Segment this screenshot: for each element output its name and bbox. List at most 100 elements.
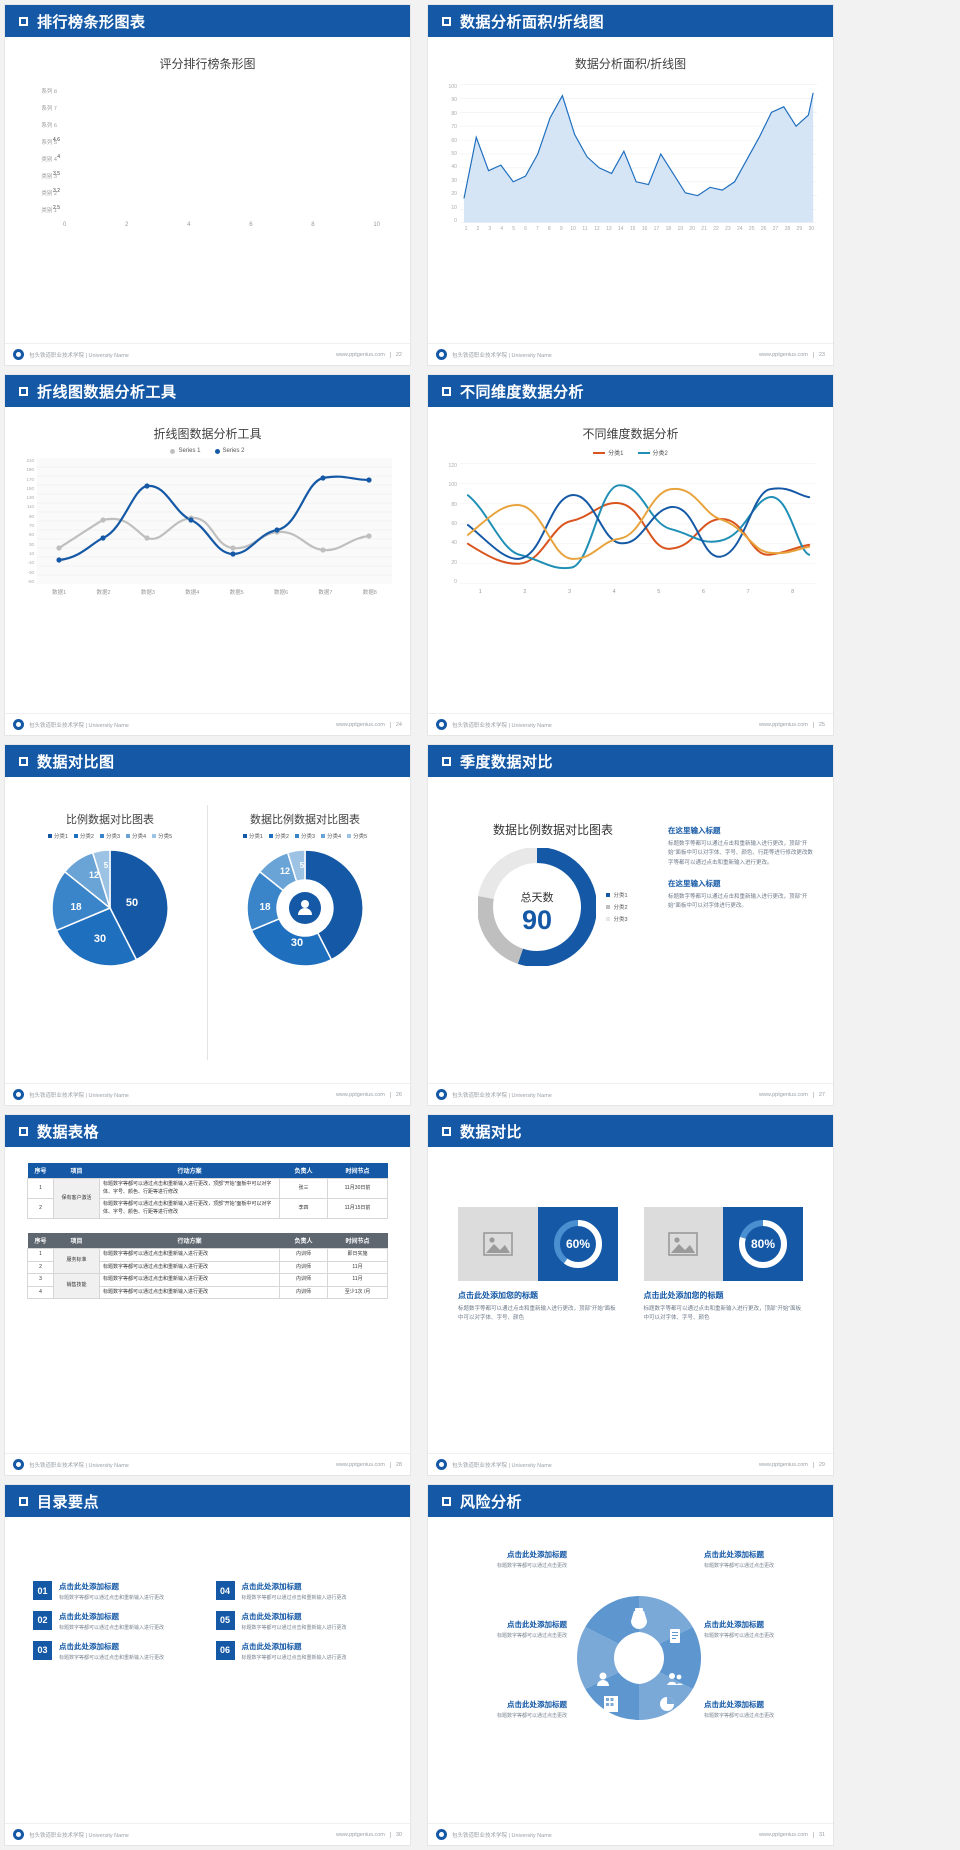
x-tick: 13 <box>606 226 612 232</box>
legend-item[interactable]: 分类1 <box>593 448 624 457</box>
legend-item[interactable]: 分类1 <box>606 891 628 899</box>
legend-item[interactable]: 分类3 <box>99 832 121 840</box>
x-tick: 3 <box>568 589 572 595</box>
slide-title: 数据对比 <box>460 1123 523 1141</box>
footer-url[interactable]: www.pptgenius.com <box>758 1461 808 1468</box>
table-secondary: 序号 项目 行动方案 负责人 时间节点 1 服务标准 标题数字等都可以通过点击和… <box>27 1233 388 1299</box>
slide-bar-ranking[interactable]: 排行榜条形图表 评分排行榜条形图 系列 8 8.9 系列 7 7.5 系列 6 … <box>4 4 411 366</box>
slide-quarterly-comparison[interactable]: 季度数据对比 数据比例数据对比图表 总天数 90 <box>427 744 834 1106</box>
slide-pie-comparison[interactable]: 数据对比图 比例数据对比图表 分类1 分类2 分类3 分类4 分类5 <box>4 744 411 1106</box>
square-bullet-icon <box>19 756 28 766</box>
legend-item[interactable]: 分类3 <box>606 915 628 923</box>
pie-label: 50 <box>126 897 138 909</box>
slide-footer: 包头铁道职业技术学院 | University Name www.pptgeni… <box>428 1083 833 1105</box>
cell-index: 2 <box>27 1198 54 1219</box>
bar-value: 4 <box>57 154 60 160</box>
legend-item[interactable]: 分类2 <box>606 903 628 911</box>
risk-item[interactable]: 点击此处添加标题 标题数字等都可以通过点击更改 <box>442 1699 567 1721</box>
legend-item[interactable]: 分类2 <box>268 832 289 840</box>
slide-multi-dimension[interactable]: 不同维度数据分析 不同维度数据分析 分类1 分类2 120 100 80 60 … <box>427 374 834 736</box>
cell-index: 3 <box>27 1273 54 1287</box>
legend-item[interactable]: 分类1 <box>242 832 263 840</box>
x-tick: 数据6 <box>274 590 289 596</box>
x-tick: 19 <box>677 226 684 232</box>
chart-legend: 分类1 分类2 <box>436 448 825 457</box>
x-tick: 12 <box>594 226 600 232</box>
footer-url[interactable]: www.pptgenius.com <box>335 1831 385 1838</box>
footer-url[interactable]: www.pptgenius.com <box>335 351 385 358</box>
legend-item[interactable]: 分类2 <box>73 832 94 840</box>
bar-row: 类别 1 2.5 <box>19 201 380 218</box>
risk-item[interactable]: 点击此处添加标题 标题数字等都可以通过点击更改 <box>704 1549 829 1571</box>
footer-url[interactable]: www.pptgenius.com <box>758 1831 808 1838</box>
footer-page-number: 22 <box>389 351 402 358</box>
risk-item[interactable]: 点击此处添加标题 标题数字等都可以通过点击更改 <box>704 1699 829 1721</box>
risk-paragraph: 标题数字等都可以通过点击更改 <box>704 1633 775 1639</box>
footer-url[interactable]: www.pptgenius.com <box>335 1461 385 1468</box>
risk-item[interactable]: 点击此处添加标题 标题数字等都可以通过点击更改 <box>704 1619 829 1641</box>
bar-category: 类别 3 <box>41 173 57 180</box>
slide-catalog[interactable]: 目录要点 01 点击此处添加标题 标题数字等都可以通过点击和重新输入进行更改 04… <box>4 1484 411 1846</box>
y-tick: 170 <box>26 476 34 482</box>
legend-label: 分类3 <box>613 917 628 923</box>
legend-label: 分类3 <box>105 834 121 840</box>
university-logo-icon <box>436 1459 447 1470</box>
footer-page-number: 30 <box>389 1831 402 1838</box>
cell-action: 标题数字等都可以通过点击和重新输入进行更改 <box>99 1248 280 1262</box>
slide-title: 数据表格 <box>37 1123 100 1141</box>
footer-url[interactable]: www.pptgenius.com <box>758 721 808 728</box>
legend-item[interactable]: 分类1 <box>47 832 68 840</box>
y-tick: 110 <box>26 504 34 510</box>
risk-item[interactable]: 点击此处添加标题 标题数字等都可以通过点击更改 <box>442 1619 567 1641</box>
chart-title: 数据分析面积/折线图 <box>574 57 687 71</box>
slide-header: 折线图数据分析工具 <box>5 375 410 407</box>
risk-heading: 点击此处添加标题 <box>507 1620 567 1629</box>
footer-org: 包头铁道职业技术学院 | University Name <box>29 1462 129 1469</box>
x-tick: 18 <box>665 226 672 232</box>
slide-risk-analysis[interactable]: 风险分析 <box>427 1484 834 1846</box>
catalog-heading: 点击此处添加标题 <box>241 1611 302 1621</box>
x-tick: 23 <box>725 226 731 232</box>
legend-item[interactable]: Series 1 <box>170 448 201 454</box>
catalog-item[interactable]: 01 点击此处添加标题 标题数字等都可以通过点击和重新输入进行更改 <box>33 1581 200 1603</box>
footer-url[interactable]: www.pptgenius.com <box>335 1091 385 1098</box>
square-bullet-icon <box>442 386 451 396</box>
legend-item[interactable]: 分类3 <box>294 832 315 840</box>
slide-data-table[interactable]: 数据表格 序号 项目 行动方案 负责人 时间节点 1 保有客户激活 标题数字等都… <box>4 1114 411 1476</box>
catalog-paragraph: 标题数字等都可以通过点击和重新输入进行更改 <box>59 1595 165 1601</box>
catalog-item[interactable]: 06 点击此处添加标题 标题数字等都可以通过点击和重新输入进行更改 <box>215 1640 383 1663</box>
slide-line-tool[interactable]: 折线图数据分析工具 折线图数据分析工具 Series 1 Series 2 21… <box>4 374 411 736</box>
catalog-item[interactable]: 03 点击此处添加标题 标题数字等都可以通过点击和重新输入进行更改 <box>33 1640 200 1663</box>
x-tick: 7 <box>746 589 750 595</box>
y-tick: 130 <box>26 495 34 501</box>
donut-label: 12 <box>280 866 290 876</box>
footer-url[interactable]: www.pptgenius.com <box>335 721 385 728</box>
slide-footer: 包头铁道职业技术学院 | University Name www.pptgeni… <box>5 1823 410 1845</box>
catalog-item[interactable]: 05 点击此处添加标题 标题数字等都可以通过点击和重新输入进行更改 <box>215 1610 383 1633</box>
legend-item[interactable]: Series 2 <box>214 448 245 454</box>
catalog-item[interactable]: 02 点击此处添加标题 标题数字等都可以通过点击和重新输入进行更改 <box>33 1610 200 1633</box>
x-tick: 2 <box>523 589 527 595</box>
legend-item[interactable]: 分类5 <box>347 832 367 840</box>
slide-percentage-comparison[interactable]: 数据对比 <box>427 1114 834 1476</box>
y-tick: 70 <box>28 523 34 529</box>
legend-item[interactable]: 分类5 <box>152 832 172 840</box>
y-tick: 60 <box>451 520 457 527</box>
legend-item[interactable]: 分类2 <box>637 448 668 457</box>
slide-body: 不同维度数据分析 分类1 分类2 120 100 80 60 40 20 0 <box>428 407 833 701</box>
x-tick: 17 <box>653 226 660 232</box>
y-axis: 120 100 80 60 40 20 0 <box>442 463 460 585</box>
footer-url[interactable]: www.pptgenius.com <box>758 351 808 358</box>
legend-item[interactable]: 分类4 <box>321 832 341 840</box>
slide-area-chart[interactable]: 数据分析面积/折线图 数据分析面积/折线图 100 90 80 70 60 50… <box>427 4 834 366</box>
legend-item[interactable]: 分类4 <box>126 832 146 840</box>
footer-url[interactable]: www.pptgenius.com <box>758 1091 808 1098</box>
footer-org: 包头铁道职业技术学院 | University Name <box>29 1092 129 1099</box>
risk-item[interactable]: 点击此处添加标题 标题数字等都可以通过点击更改 <box>442 1549 567 1571</box>
square-bullet-icon <box>442 16 451 26</box>
catalog-item[interactable]: 04 点击此处添加标题 标题数字等都可以通过点击和重新输入进行更改 <box>215 1581 383 1603</box>
image-icon <box>483 1232 513 1256</box>
x-tick: 8 <box>547 226 551 232</box>
area-plot <box>459 84 817 223</box>
risk-heading: 点击此处添加标题 <box>704 1700 764 1709</box>
